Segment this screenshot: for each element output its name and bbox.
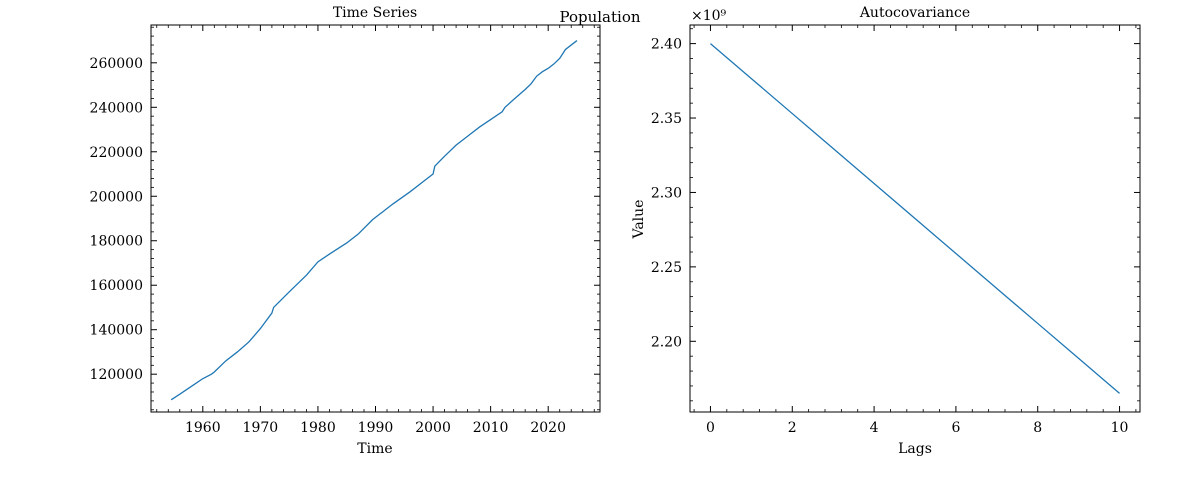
- panel2-x-tick-label: 10: [1111, 420, 1129, 436]
- panel1-y-tick-label: 120000: [90, 367, 143, 383]
- panel2-y-tick-label: 2.35: [651, 111, 682, 127]
- panel2-x-tick-label: 4: [870, 420, 879, 436]
- panel1-y-tick-label: 160000: [90, 278, 143, 294]
- panel1-x-tick-label: 1960: [185, 420, 221, 436]
- panel2-x-tick-label: 8: [1033, 420, 1042, 436]
- autocovariance-ylabel: Value: [631, 200, 647, 240]
- panel1-y-tick-label: 180000: [90, 234, 143, 250]
- panel1-y-tick-label: 260000: [90, 56, 143, 72]
- panel1-y-tick-label: 200000: [90, 189, 143, 205]
- autocovariance-xlabel: Lags: [898, 441, 932, 457]
- panel2-y-tick-label: 2.20: [651, 334, 682, 350]
- panel1-x-tick-label: 2010: [473, 420, 509, 436]
- panel2-x-tick-label: 0: [706, 420, 715, 436]
- panel1-x-tick-label: 1990: [358, 420, 394, 436]
- panel1-axes-frame: [150, 24, 601, 413]
- autocovariance-offset-label: ×10⁹: [691, 8, 727, 24]
- time-series-panel: Time Series Time 1960 1970 1980 1990 2000 201…: [90, 5, 601, 457]
- panel1-y-tick-label: 140000: [90, 323, 143, 339]
- panel2-y-tick-label: 2.30: [651, 185, 682, 201]
- panel1-x-tick-label: 1980: [300, 420, 336, 436]
- panel1-series-line-1: [170, 40, 578, 401]
- panel1-x-tick-label: 2000: [415, 420, 451, 436]
- panel1-y-tick-label: 220000: [90, 145, 143, 161]
- autocovariance-title: Autocovariance: [859, 5, 970, 21]
- panel2-axes-frame: [689, 24, 1141, 413]
- time-series-xlabel: Time: [357, 441, 392, 457]
- panel1-x-tick-label: 1970: [243, 420, 279, 436]
- panel2-series-line-1: [710, 43, 1120, 394]
- time-series-title: Time Series: [333, 5, 417, 21]
- panel2-x-tick-label: 6: [951, 420, 960, 436]
- panel1-y-tick-label: 240000: [90, 100, 143, 116]
- panel1-x-tick-label: 2020: [530, 420, 566, 436]
- autocovariance-panel: Autocovariance Lags Value ×10⁹ 0 2 4 6 8 10 2.…: [631, 5, 1141, 457]
- panel2-y-tick-label: 2.25: [651, 260, 682, 276]
- panel2-y-tick-label: 2.40: [651, 37, 682, 53]
- panel2-x-tick-label: 2: [788, 420, 797, 436]
- figure-suptitle: Population: [559, 8, 640, 26]
